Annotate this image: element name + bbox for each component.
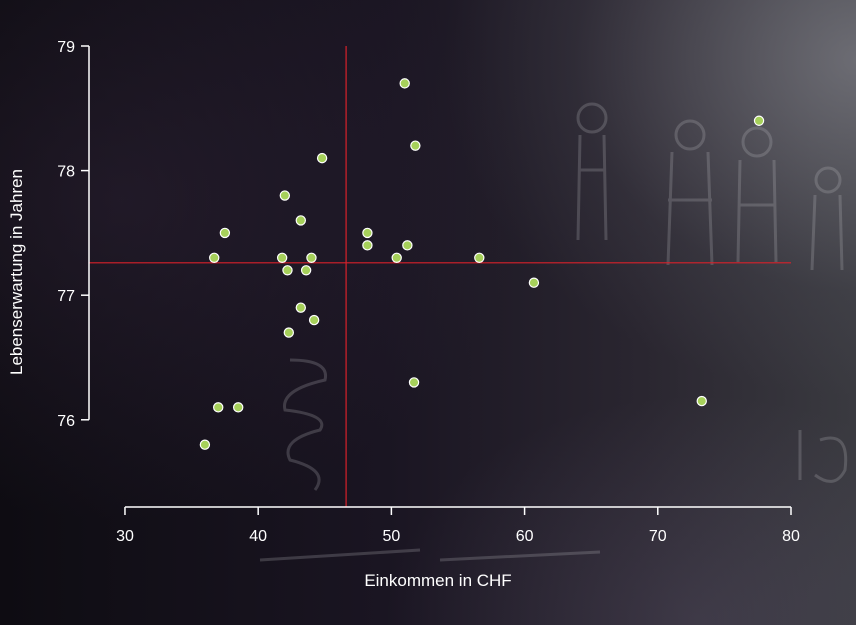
y-tick-label: 76: [57, 413, 75, 430]
data-point: [408, 377, 420, 388]
x-tick-label: 70: [649, 528, 667, 545]
data-point: [753, 115, 765, 126]
data-point: [219, 227, 231, 239]
x-tick-label: 80: [782, 528, 800, 545]
data-point: [295, 215, 306, 226]
data-point: [276, 252, 288, 264]
data-point: [474, 252, 485, 264]
data-point: [209, 252, 220, 264]
data-point: [391, 252, 402, 264]
x-tick-label: 30: [116, 528, 134, 545]
data-point: [199, 439, 211, 450]
data-point: [362, 227, 373, 239]
data-point: [232, 402, 244, 413]
reference-lines: [89, 46, 791, 507]
data-point: [696, 395, 707, 407]
x-tick-label: 50: [382, 528, 400, 545]
x-axis-title: Einkommen in CHF: [364, 571, 511, 590]
data-point: [308, 314, 320, 326]
data-point: [279, 190, 291, 201]
y-axis-title: Lebenserwartung in Jahren: [7, 169, 26, 375]
data-point: [316, 152, 328, 164]
y-tick-label: 78: [57, 164, 75, 181]
data-point: [528, 277, 540, 288]
data-point: [362, 240, 373, 251]
x-tick-label: 40: [249, 528, 267, 545]
data-point: [402, 240, 413, 251]
x-tick-label: 60: [516, 528, 534, 545]
data-point: [306, 252, 317, 264]
data-point: [213, 402, 224, 413]
data-point: [410, 140, 421, 151]
data-points: [199, 78, 765, 450]
data-point: [295, 302, 306, 313]
data-point: [282, 265, 293, 276]
data-point: [283, 327, 295, 338]
y-tick-label: 79: [57, 39, 75, 56]
axes: 30 40 50 60 70 80 76 77 78 79: [57, 39, 800, 545]
y-tick-label: 77: [57, 288, 75, 305]
data-point: [399, 78, 410, 89]
data-point: [300, 265, 312, 276]
